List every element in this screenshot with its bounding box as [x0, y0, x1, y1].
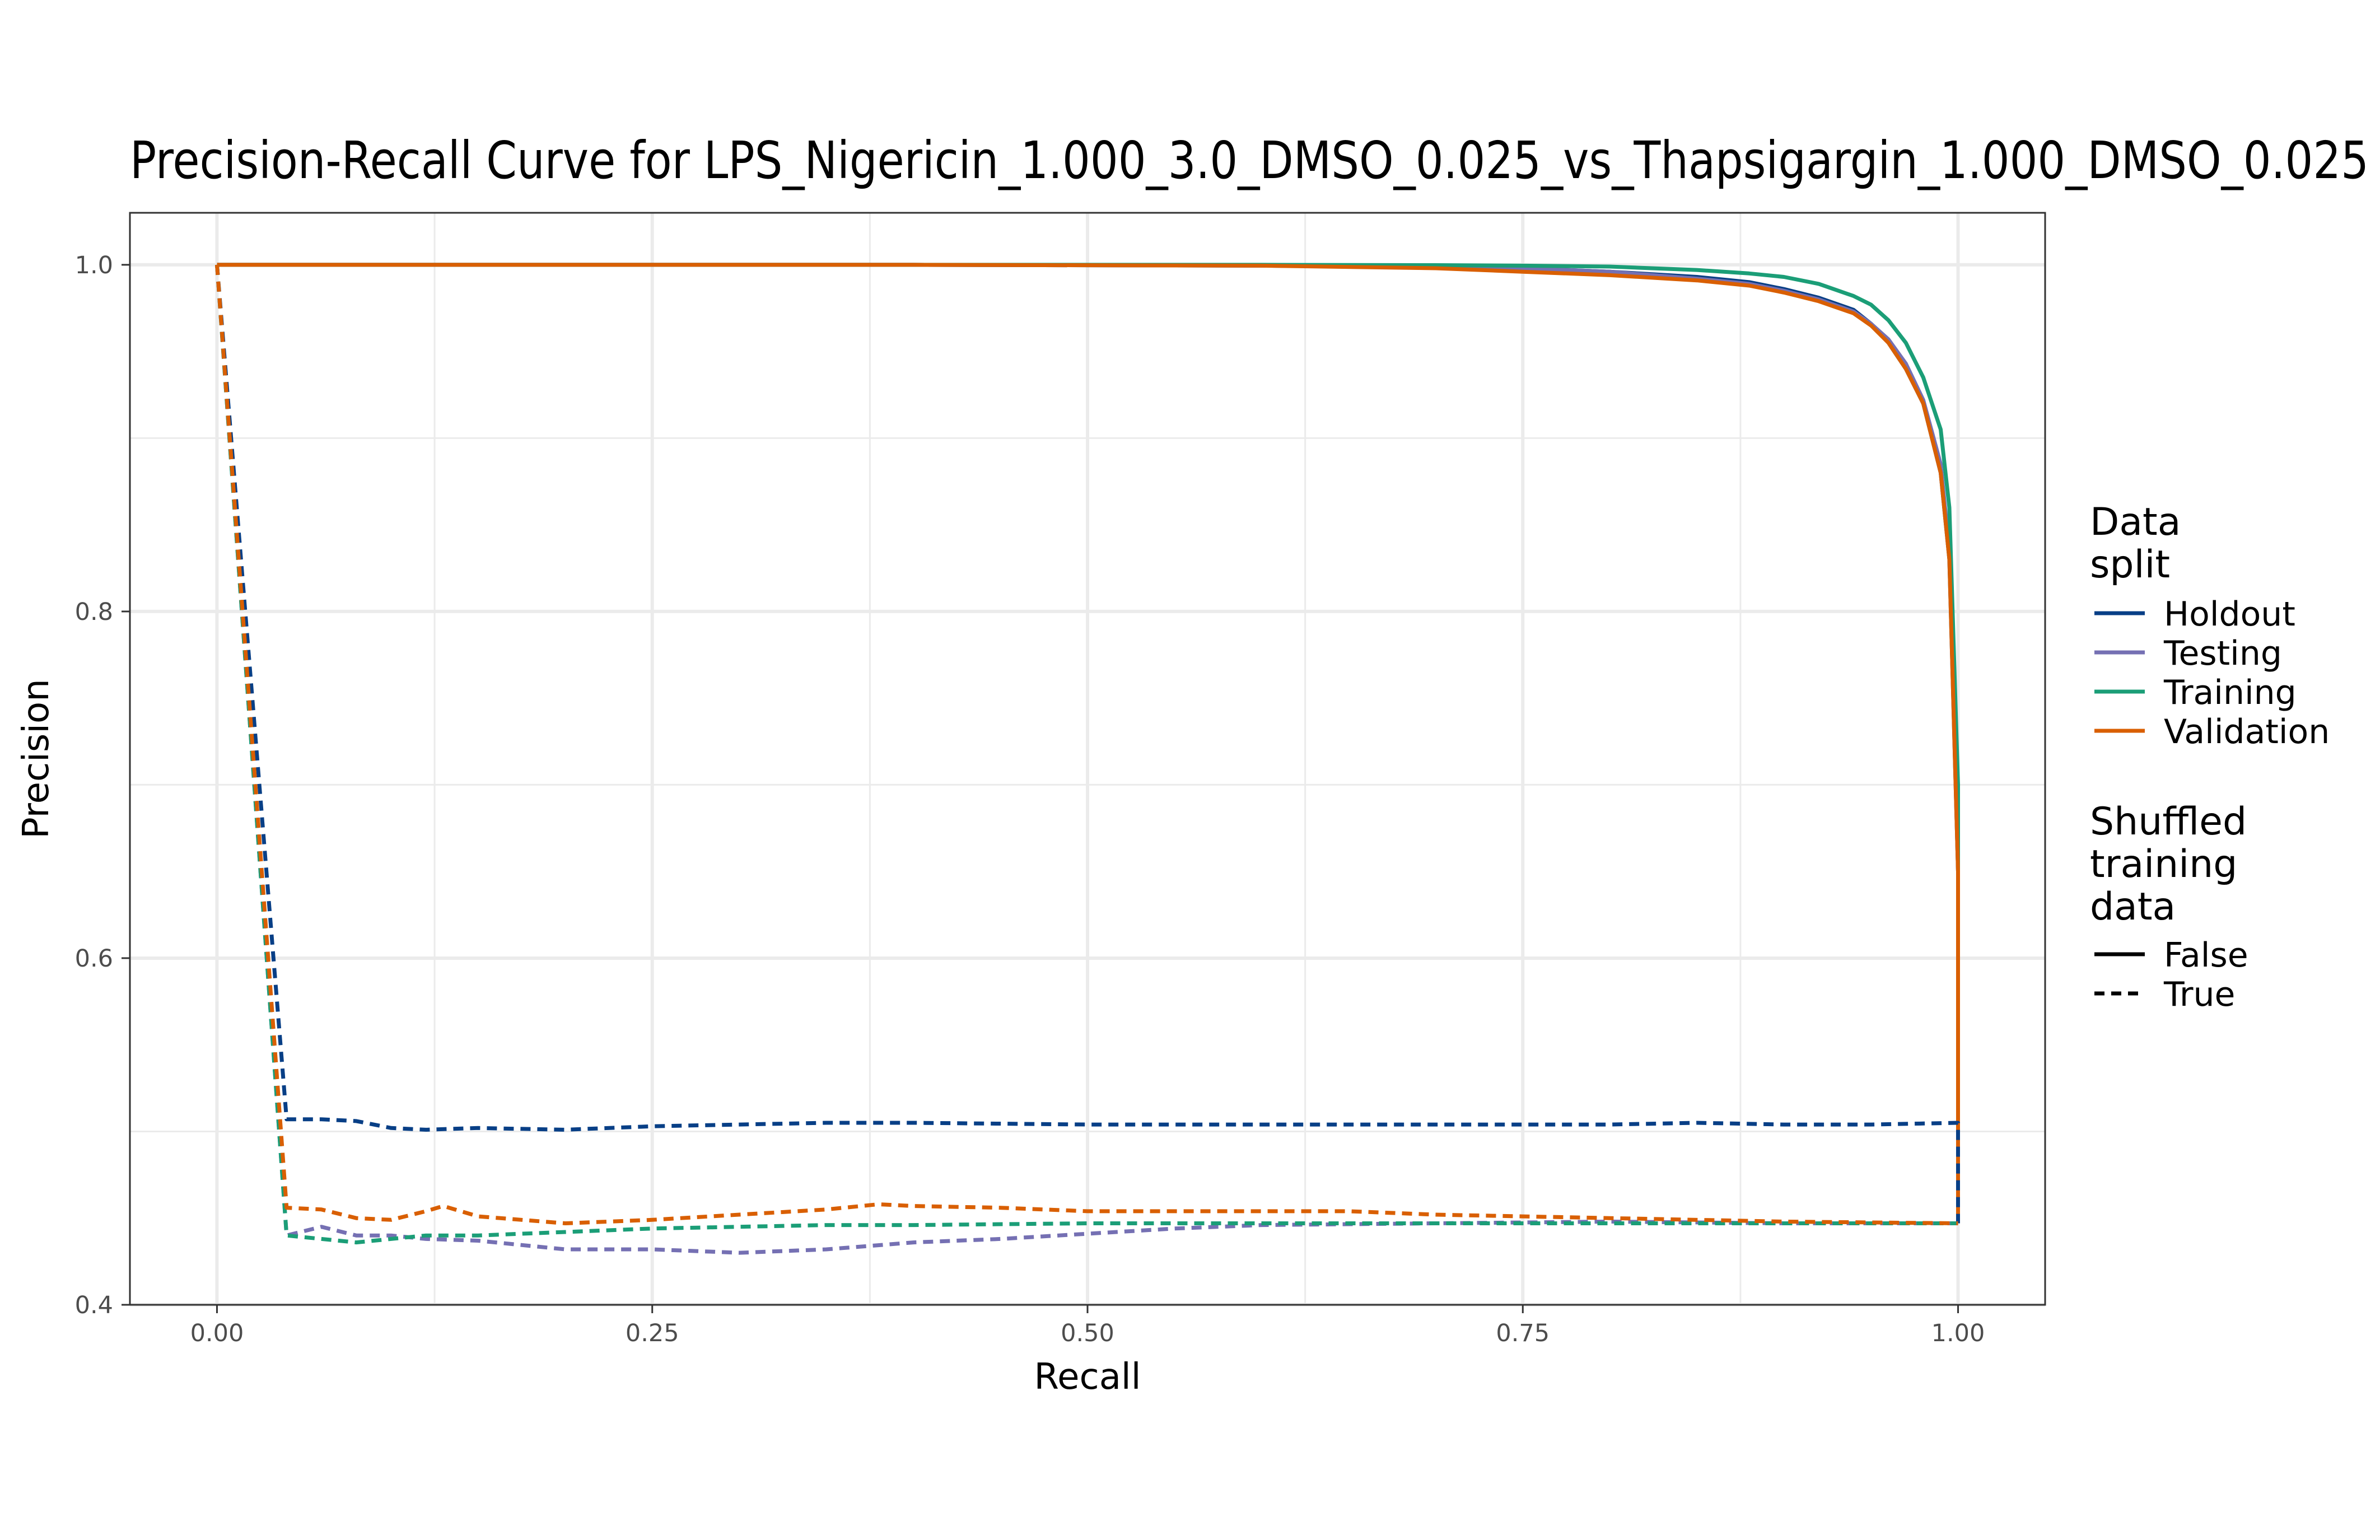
- series-line-validation-shuffled: [215, 264, 1958, 1225]
- series-line-holdout-shuffled: [215, 264, 1960, 1224]
- plot-panel: [129, 212, 2046, 1306]
- y-tick-label: 1.0: [75, 251, 113, 279]
- x-axis-ticks: 0.00 0.25 0.50 0.75 1.00: [190, 1305, 1985, 1347]
- legend-label-holdout: Holdout: [2164, 595, 2295, 634]
- y-axis-ticks: 0.4 0.6 0.8 1.0: [75, 251, 130, 1319]
- y-tick-label: 0.8: [75, 598, 113, 626]
- legend: Data split HoldoutTestingTrainingValidatio…: [2090, 500, 2330, 1014]
- legend-title-shuffled: Shuffled training data: [2090, 800, 2247, 929]
- series-line-training-shuffled: [215, 264, 1958, 1245]
- chart-title: Precision-Recall Curve for LPS_Nigericin…: [130, 130, 2369, 190]
- series-line-validation-unshuffled: [217, 263, 1960, 1224]
- y-axis-title: Precision: [16, 679, 57, 839]
- x-tick-label: 0.00: [190, 1319, 244, 1347]
- legend-title-data-split: Data split: [2090, 500, 2181, 587]
- legend-label-training: Training: [2163, 673, 2297, 712]
- x-axis-title: Recall: [1034, 1356, 1141, 1398]
- legend-label-testing: Testing: [2163, 634, 2282, 673]
- legend-label-false: False: [2164, 936, 2248, 975]
- y-tick-label: 0.6: [75, 945, 113, 973]
- x-tick-label: 1.00: [1931, 1319, 1985, 1347]
- series-line-testing-shuffled: [215, 264, 1958, 1255]
- x-tick-label: 0.50: [1061, 1319, 1114, 1347]
- y-tick-label: 0.4: [75, 1291, 113, 1319]
- legend-label-validation: Validation: [2164, 712, 2330, 752]
- legend-label-true: True: [2163, 975, 2235, 1014]
- x-tick-label: 0.75: [1496, 1319, 1550, 1347]
- x-tick-label: 0.25: [626, 1319, 679, 1347]
